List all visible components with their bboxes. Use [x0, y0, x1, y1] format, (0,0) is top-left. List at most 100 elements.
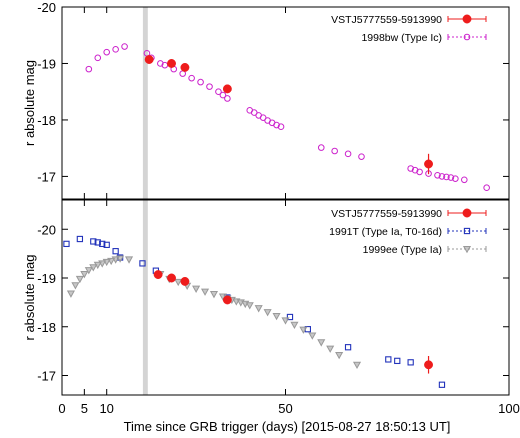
data-point: [424, 360, 433, 370]
highlight-band: [142, 7, 148, 199]
data-point: [443, 173, 450, 181]
data-point: [153, 270, 163, 280]
data-point: [385, 356, 392, 363]
data-point: [98, 260, 107, 268]
data-point: [102, 258, 111, 267]
x-tick-label: 50: [278, 401, 292, 416]
data-point: [167, 59, 176, 68]
y-axis-label: r absolute mag: [22, 60, 37, 146]
highlight-band: [142, 200, 148, 395]
data-point: [483, 184, 490, 192]
data-point: [424, 159, 433, 169]
data-point: [180, 62, 190, 72]
plot-frame: [61, 199, 510, 396]
data-point: [352, 361, 362, 370]
data-point: [180, 276, 190, 286]
legend-marker: [463, 227, 471, 235]
plot-frame: [61, 6, 510, 200]
data-point: [273, 121, 280, 129]
data-point: [121, 43, 128, 50]
data-point: [215, 88, 222, 96]
x-tick-label: 5: [81, 401, 88, 416]
data-point: [99, 240, 106, 248]
y-tick-label: -18: [37, 320, 56, 335]
data-point: [222, 295, 232, 305]
data-point: [358, 153, 365, 160]
data-point: [85, 65, 93, 73]
y-tick-label: -19: [37, 56, 56, 71]
legend-marker: [463, 33, 471, 41]
data-point: [254, 305, 263, 313]
legend-marker: [462, 208, 472, 218]
data-point: [125, 256, 134, 264]
data-point: [103, 241, 110, 248]
data-point: [90, 238, 97, 245]
data-point: [94, 239, 101, 246]
data-point: [66, 290, 75, 298]
data-point: [434, 171, 441, 179]
legend-label: VSTJ5777559-5913990: [331, 14, 442, 26]
data-point: [103, 48, 110, 56]
data-point: [200, 288, 210, 296]
legend-label: 1991T (Type Ia, T0-16d): [329, 226, 442, 238]
data-point: [116, 255, 125, 263]
legend-marker: [462, 245, 472, 254]
data-point: [416, 168, 423, 176]
data-point: [89, 264, 98, 272]
top-panel: -20 -19 -18 -17 r absolute mag VSTJ5777559-59…: [22, 0, 510, 200]
x-tick-label: 0: [58, 401, 65, 416]
series-0: [144, 55, 433, 175]
data-point: [93, 261, 102, 270]
x-tick-label: 100: [498, 401, 520, 416]
x-tick-label: 10: [99, 401, 113, 416]
data-point: [174, 278, 183, 287]
data-point: [286, 313, 294, 321]
data-point: [447, 174, 455, 181]
data-point: [438, 173, 446, 180]
data-point: [157, 60, 164, 67]
data-point: [206, 83, 213, 90]
data-point: [461, 176, 468, 184]
y-tick-label: -17: [37, 369, 56, 384]
data-point: [192, 285, 201, 293]
data-point: [290, 321, 299, 330]
data-point: [219, 91, 227, 99]
legend-label: 1998bw (Type Ic): [361, 32, 442, 44]
data-point: [112, 46, 119, 53]
data-point: [63, 240, 70, 248]
data-point: [139, 260, 146, 267]
series-1: [85, 43, 490, 192]
data-point: [411, 166, 419, 174]
data-point: [222, 84, 232, 94]
data-point: [407, 359, 414, 366]
data-point: [71, 282, 80, 290]
legend-label: 1999ee (Type Ia): [363, 244, 442, 256]
series-1: [63, 235, 446, 388]
data-point: [263, 309, 272, 317]
data-point: [394, 357, 401, 365]
data-point: [317, 339, 326, 347]
data-point: [331, 147, 338, 155]
y-tick-label: -17: [37, 169, 56, 184]
data-point: [76, 235, 84, 243]
data-point: [209, 291, 219, 299]
legend-marker: [462, 14, 472, 24]
series-2: [66, 255, 362, 370]
data-point: [188, 74, 195, 82]
data-point: [75, 275, 84, 284]
data-point: [407, 165, 414, 172]
data-point: [299, 326, 308, 334]
y-axis-label: r absolute mag: [22, 255, 37, 341]
data-point: [308, 332, 317, 340]
data-point: [112, 248, 119, 255]
data-point: [167, 273, 176, 283]
data-point: [281, 317, 290, 325]
legend-label: VSTJ5777559-5913990: [331, 208, 442, 220]
bottom-panel: -20 -19 -18 -17 0 5 10 50 100 r absolute mag VSTJ5…: [22, 199, 520, 416]
data-point: [326, 345, 335, 353]
data-point: [80, 271, 89, 279]
data-point: [452, 175, 459, 182]
data-point: [272, 312, 281, 321]
y-tick-label: -19: [37, 271, 56, 286]
